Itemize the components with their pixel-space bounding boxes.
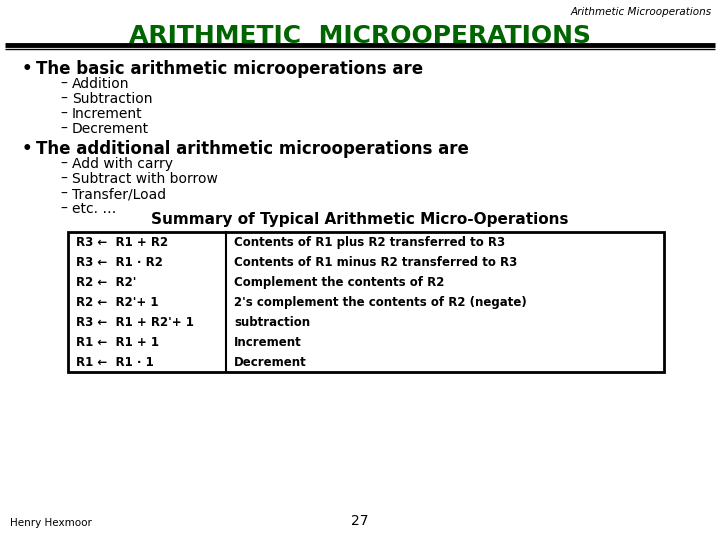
Bar — [68, 232, 664, 372]
Text: subtraction: subtraction — [234, 316, 310, 329]
Text: –: – — [60, 107, 67, 121]
Text: Transfer/Load: Transfer/Load — [72, 187, 166, 201]
Text: Addition: Addition — [72, 77, 130, 91]
Text: Subtraction: Subtraction — [72, 92, 153, 106]
Text: •: • — [22, 60, 32, 78]
Text: Henry Hexmoor: Henry Hexmoor — [10, 518, 92, 528]
Text: Add with carry: Add with carry — [72, 157, 173, 171]
Text: –: – — [60, 157, 67, 171]
Text: •: • — [22, 140, 32, 158]
Text: R2 ←  R2': R2 ← R2' — [76, 276, 136, 289]
Text: R2 ←  R2'+ 1: R2 ← R2'+ 1 — [76, 296, 158, 309]
Text: Decrement: Decrement — [72, 122, 149, 136]
Text: –: – — [60, 202, 67, 216]
Text: –: – — [60, 122, 67, 136]
Text: Contents of R1 plus R2 transferred to R3: Contents of R1 plus R2 transferred to R3 — [234, 236, 505, 249]
Text: R3 ←  R1 + R2'+ 1: R3 ← R1 + R2'+ 1 — [76, 316, 194, 329]
Text: Summary of Typical Arithmetic Micro-Operations: Summary of Typical Arithmetic Micro-Oper… — [151, 212, 569, 227]
Text: The additional arithmetic microoperations are: The additional arithmetic microoperation… — [36, 140, 469, 158]
Text: The basic arithmetic microoperations are: The basic arithmetic microoperations are — [36, 60, 423, 78]
Text: Increment: Increment — [234, 336, 302, 349]
Text: ARITHMETIC  MICROOPERATIONS: ARITHMETIC MICROOPERATIONS — [129, 24, 591, 48]
Text: Decrement: Decrement — [234, 356, 307, 369]
Text: Increment: Increment — [72, 107, 143, 121]
Text: R1 ←  R1 + 1: R1 ← R1 + 1 — [76, 336, 159, 349]
Text: –: – — [60, 77, 67, 91]
Text: –: – — [60, 172, 67, 186]
Text: 27: 27 — [351, 514, 369, 528]
Text: Subtract with borrow: Subtract with borrow — [72, 172, 218, 186]
Text: Complement the contents of R2: Complement the contents of R2 — [234, 276, 444, 289]
Text: 2's complement the contents of R2 (negate): 2's complement the contents of R2 (negat… — [234, 296, 527, 309]
Text: Arithmetic Microoperations: Arithmetic Microoperations — [571, 7, 712, 17]
Text: Contents of R1 minus R2 transferred to R3: Contents of R1 minus R2 transferred to R… — [234, 256, 517, 269]
Text: etc. …: etc. … — [72, 202, 117, 216]
Text: –: – — [60, 187, 67, 201]
Text: R1 ←  R1 · 1: R1 ← R1 · 1 — [76, 356, 154, 369]
Text: R3 ←  R1 · R2: R3 ← R1 · R2 — [76, 256, 163, 269]
Text: R3 ←  R1 + R2: R3 ← R1 + R2 — [76, 236, 168, 249]
Text: –: – — [60, 92, 67, 106]
